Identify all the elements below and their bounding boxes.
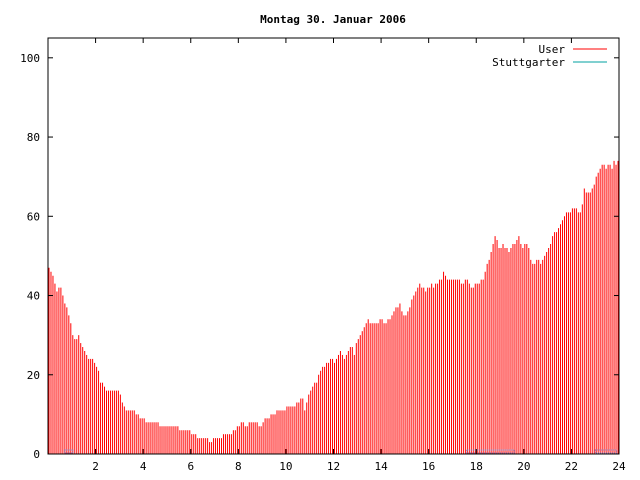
y-tick-label: 20 [27, 369, 40, 382]
x-tick-label: 24 [612, 460, 626, 473]
y-tick-label: 0 [33, 448, 40, 461]
y-tick-label: 40 [27, 290, 40, 303]
x-tick-label: 22 [565, 460, 578, 473]
y-axis: 0 20 40 60 80 100 [20, 52, 619, 461]
event-marker [64, 449, 74, 454]
x-tick-label: 18 [470, 460, 483, 473]
event-marker [594, 449, 618, 454]
x-tick-label: 2 [92, 460, 99, 473]
legend-label: User [539, 43, 566, 56]
y-tick-label: 60 [27, 210, 40, 223]
x-tick-label: 20 [517, 460, 530, 473]
x-tick-label: 4 [140, 460, 147, 473]
x-tick-label: 16 [422, 460, 435, 473]
y-tick-label: 100 [20, 52, 40, 65]
x-tick-label: 6 [187, 460, 194, 473]
x-tick-label: 12 [327, 460, 340, 473]
x-tick-label: 8 [235, 460, 242, 473]
plot-frame [47, 37, 620, 455]
x-axis: 2 4 6 8 10 12 14 16 18 20 22 24 [92, 38, 626, 473]
user-bars [48, 160, 619, 454]
y-tick-label: 80 [27, 131, 40, 144]
event-marker [466, 449, 515, 454]
event-markers [64, 449, 618, 454]
x-tick-label: 14 [374, 460, 388, 473]
legend-label: Stuttgarter [492, 56, 565, 69]
x-tick-label: 10 [279, 460, 292, 473]
chart-title: Montag 30. Januar 2006 [260, 13, 406, 26]
